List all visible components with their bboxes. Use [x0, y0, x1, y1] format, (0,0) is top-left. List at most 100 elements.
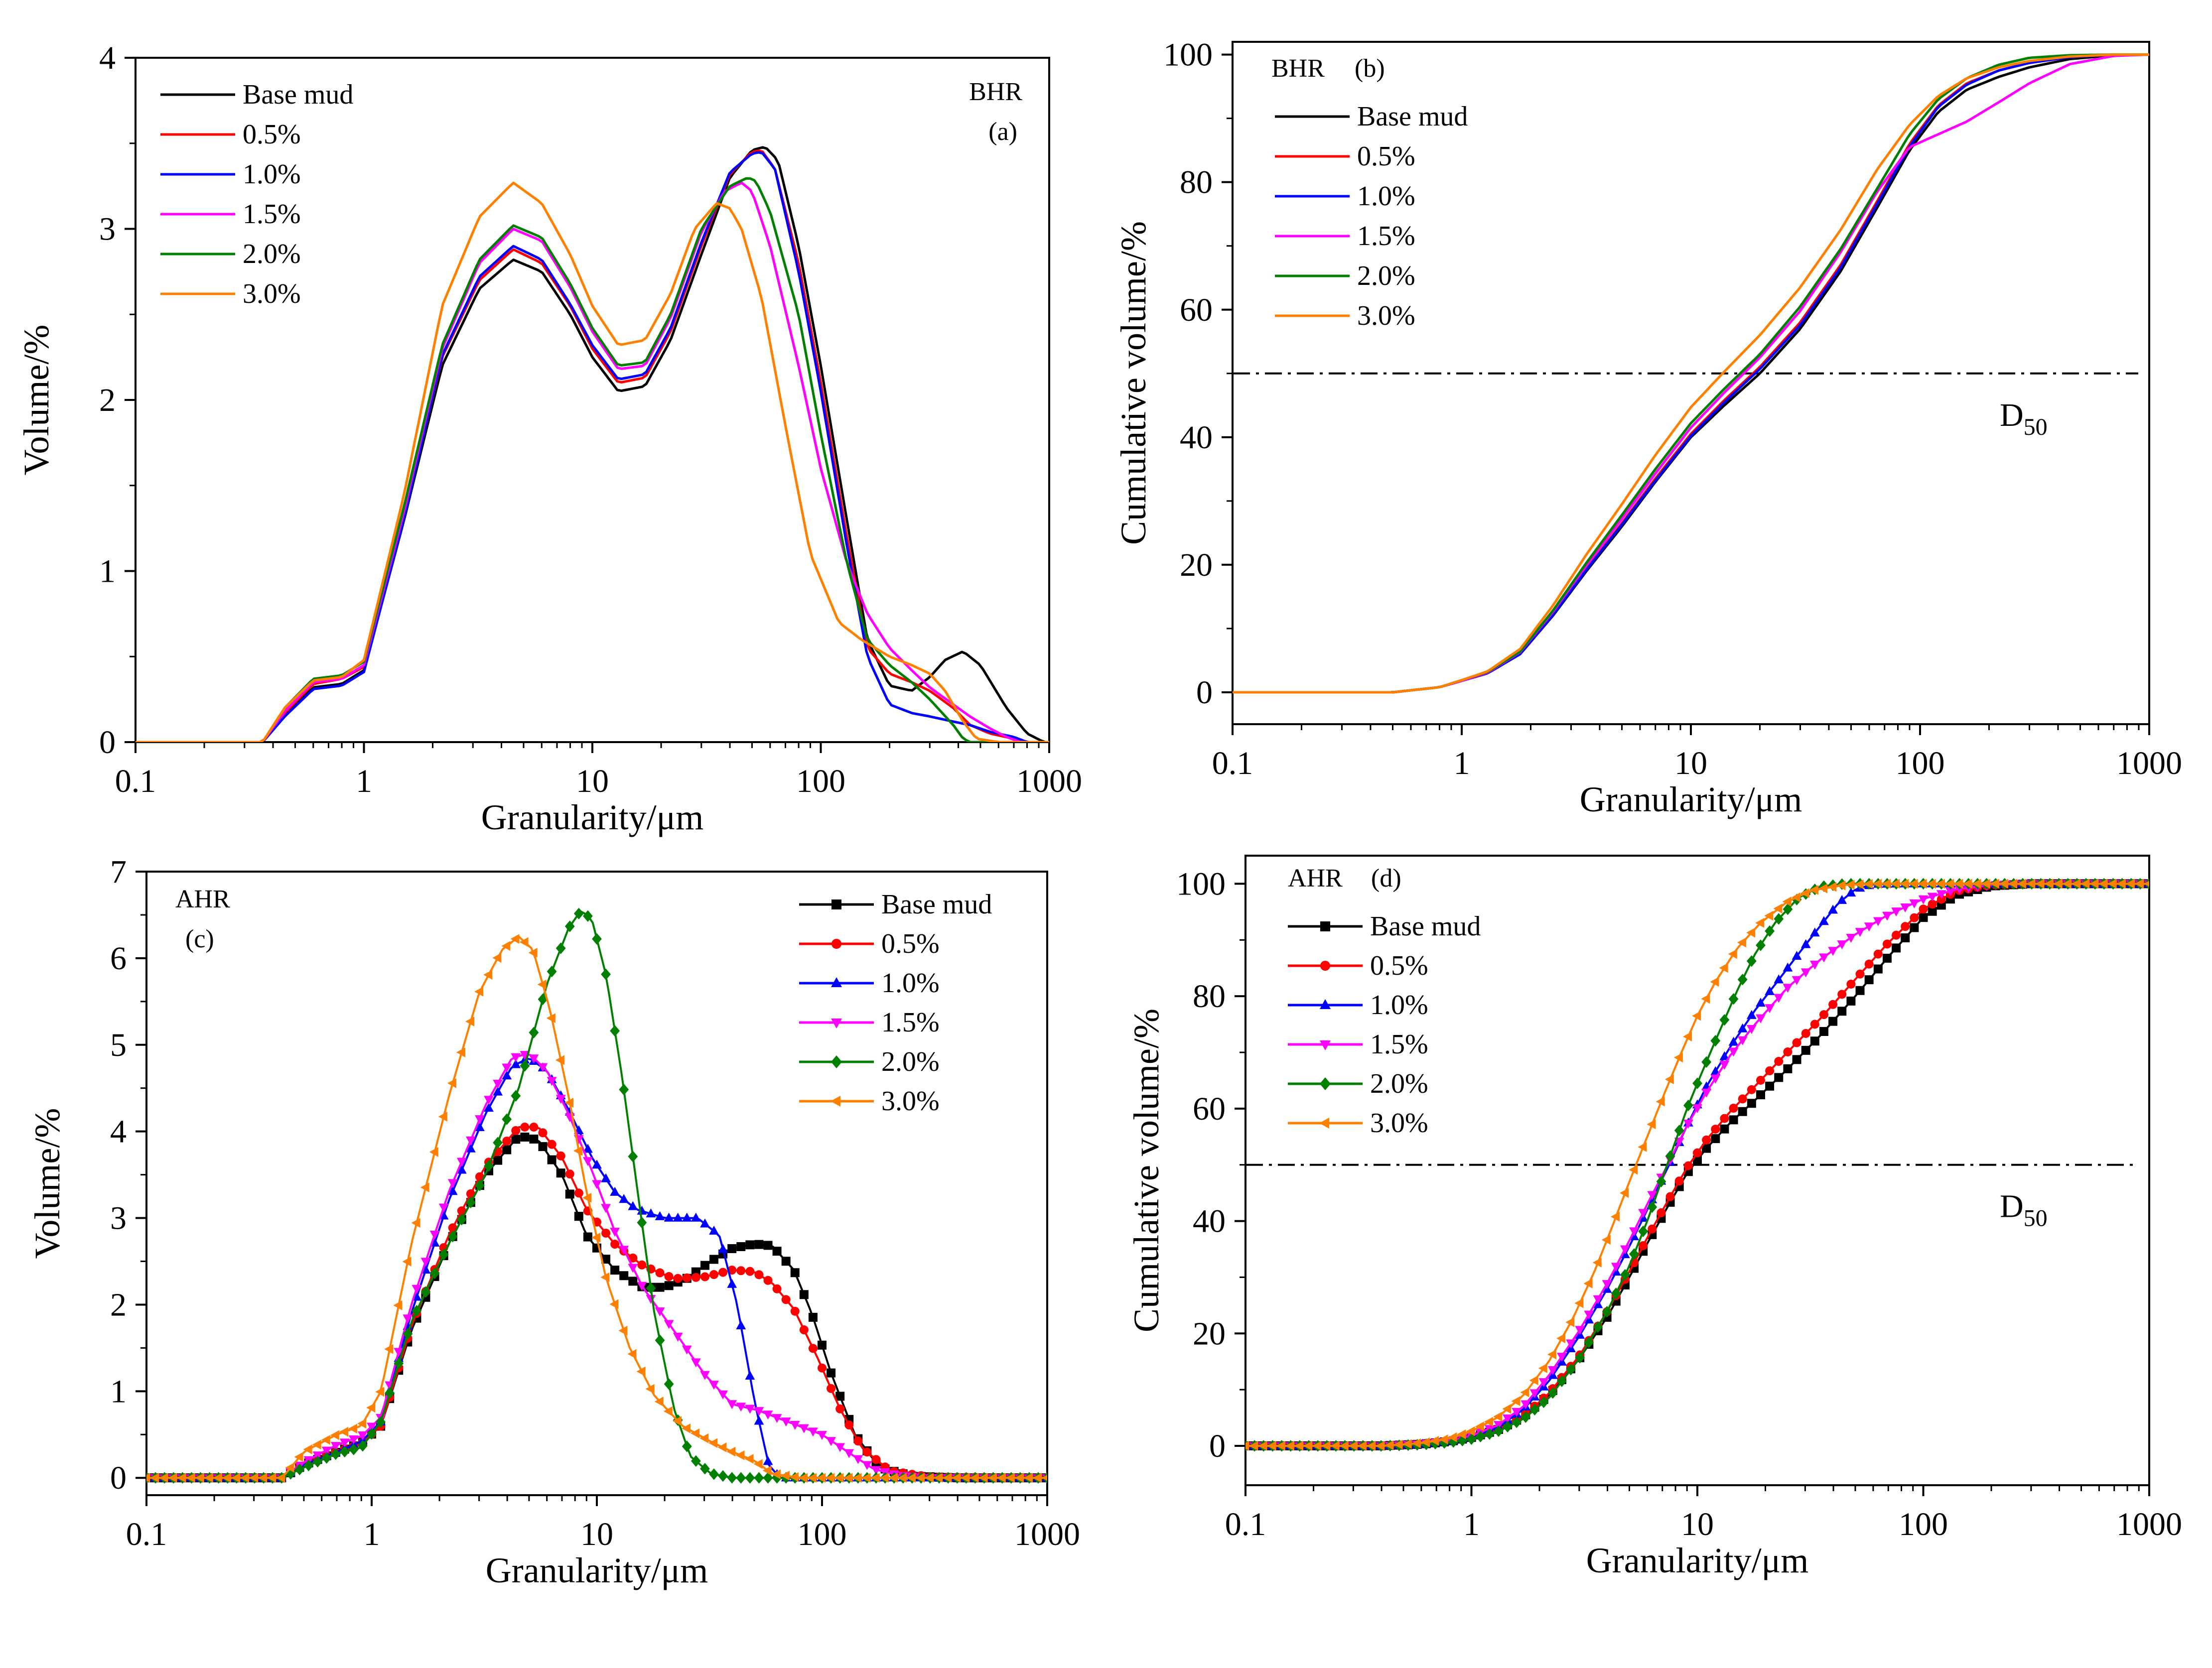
panel-c-marker-1-0pct: [718, 1244, 728, 1253]
panel-c-marker-1-0pct: [502, 1070, 512, 1080]
panel-d-marker-1-5pct: [1800, 968, 1811, 978]
panel-c-marker-1-0pct: [637, 1205, 647, 1215]
panel-c-marker-2-0pct: [294, 1463, 305, 1476]
panel-c-marker-2-0pct: [520, 1060, 530, 1072]
panel-c-marker-0-5pct: [799, 1325, 809, 1335]
panel-c-marker-0-5pct: [529, 1122, 539, 1132]
panel-d-marker-base-mud: [1774, 1073, 1784, 1082]
panel-c-marker-3-0pct: [672, 1416, 682, 1426]
panel-d-marker-1-5pct: [1837, 940, 1847, 950]
panel-d-marker-1-5pct: [1557, 1353, 1567, 1362]
panel-c-marker-3-0pct: [195, 1473, 204, 1483]
panel-c-marker-3-0pct: [429, 1147, 438, 1157]
panel-c-marker-3-0pct: [888, 1473, 898, 1483]
panel-a-series-base-mud: [136, 146, 1049, 742]
panel-c-marker-3-0pct: [483, 970, 493, 980]
panel-c-x-axis-title: Granularity/μm: [486, 1550, 708, 1590]
panel-c-marker-1-0pct: [763, 1456, 773, 1465]
panel-c-marker-2-0pct: [573, 907, 584, 919]
panel-d-marker-1-5pct: [1503, 1414, 1513, 1424]
panel-a-legend-label-1-5pct: 1.5%: [243, 199, 301, 230]
panel-d-marker-1-5pct: [1792, 976, 1802, 985]
panel-c-marker-2-0pct: [664, 1378, 674, 1390]
panel-d-marker-1-5pct: [1593, 1295, 1603, 1304]
panel-a-legend: Base mud 0.5% 1.0% 1.5% 2.0% 3.0%: [160, 79, 353, 309]
panel-c-marker-2-0pct: [583, 910, 593, 922]
panel-c-marker-1-5pct: [826, 1437, 836, 1446]
panel-d-marker-2-0pct: [1512, 1416, 1522, 1428]
panel-c-marker-2-0pct: [763, 1472, 773, 1484]
panel-c-marker-base-mud: [538, 1142, 548, 1152]
panel-d-y-tick-label: 20: [1193, 1315, 1226, 1352]
panel-d-marker-3-0pct: [1827, 882, 1837, 892]
panel-d-marker-1-0pct: [1756, 998, 1766, 1007]
panel-d-y-tick-label: 40: [1193, 1203, 1226, 1240]
panel-d-marker-0-5pct: [1702, 1135, 1711, 1145]
panel-d-marker-3-0pct: [2098, 879, 2108, 889]
panel-d-x-tick-label: 10: [1681, 1506, 1714, 1542]
panel-c-marker-base-mud: [664, 1281, 674, 1290]
panel-c-marker-1-5pct: [790, 1420, 800, 1430]
panel-c-marker-1-5pct: [808, 1427, 818, 1437]
panel-c-marker-1-0pct: [736, 1320, 746, 1329]
panel-c-series-line-1-0pct: [146, 1057, 1047, 1479]
panel-b-y-tick-label: 80: [1180, 164, 1213, 201]
panel-d-marker-3-0pct: [1439, 1434, 1448, 1444]
panel-d-marker-base-mud: [1901, 933, 1910, 942]
panel-c-marker-3-0pct: [321, 1435, 330, 1445]
panel-d-marker-3-0pct: [1728, 949, 1737, 959]
panel-c-marker-1-5pct: [438, 1203, 449, 1213]
panel-d-marker-3-0pct: [1764, 910, 1774, 921]
panel-c-marker-3-0pct: [474, 987, 484, 997]
panel-d-marker-3-0pct: [1845, 880, 1855, 890]
panel-d-d50-label: D50: [2000, 1188, 2048, 1232]
panel-c-marker-0-5pct: [835, 1404, 845, 1413]
panel-d-marker-1-5pct: [1710, 1074, 1721, 1084]
panel-a-series-1-0pct: [136, 151, 1049, 742]
panel-d-marker-3-0pct: [1411, 1438, 1421, 1448]
panel-d-marker-2-0pct: [1521, 1411, 1531, 1423]
panel-d-marker-3-0pct: [1954, 879, 1963, 889]
panel-b-y-axis-title: Cumulative volume/%: [1113, 221, 1153, 545]
panel-d-marker-1-5pct: [1566, 1339, 1576, 1349]
panel-c-marker-3-0pct: [150, 1473, 159, 1483]
panel-c-marker-1-5pct: [348, 1435, 359, 1445]
panel-d-marker-1-5pct: [1765, 1004, 1775, 1014]
panel-a-y-axis-title: Volume/%: [16, 325, 56, 476]
panel-d-marker-2-0pct: [1475, 1430, 1486, 1443]
panel-d-marker-base-mud: [1882, 953, 1892, 963]
panel-d-marker-1-0pct: [1837, 895, 1847, 904]
panel-d-marker-3-0pct: [2125, 879, 2135, 889]
panel-d-marker-base-mud: [1910, 923, 1919, 932]
panel-d-marker-1-5pct: [1611, 1263, 1621, 1272]
panel-d-marker-3-0pct: [1601, 1235, 1611, 1245]
panel-d-marker-1-5pct: [1918, 895, 1929, 904]
panel-d-marker-3-0pct: [1927, 879, 1936, 889]
panel-c-marker-base-mud: [727, 1244, 737, 1253]
panel-d-marker-base-mud: [1864, 975, 1874, 985]
panel-c-marker-0-5pct: [610, 1240, 620, 1249]
panel-d-marker-0-5pct: [1828, 1000, 1838, 1009]
panel-c-marker-3-0pct: [934, 1473, 943, 1483]
panel-d-marker-0-5pct: [1648, 1224, 1657, 1234]
panel-d-marker-0-5pct: [1765, 1066, 1775, 1075]
panel-c-legend-marker-0-5pct: [831, 939, 841, 949]
panel-c-marker-3-0pct: [420, 1182, 429, 1193]
panel-a-y-tick-label: 4: [99, 40, 116, 76]
panel-c-marker-0-5pct: [763, 1276, 773, 1285]
panel-c-letter: (c): [185, 925, 214, 953]
panel-c-x-tick-label: 1: [364, 1516, 380, 1552]
panel-d-marker-3-0pct: [1348, 1441, 1358, 1451]
panel-d-marker-0-5pct: [1774, 1057, 1784, 1066]
panel-d-marker-0-5pct: [1711, 1125, 1720, 1134]
panel-d-marker-1-5pct: [1855, 928, 1865, 937]
panel-d-marker-3-0pct: [1746, 927, 1756, 938]
panel-d-marker-3-0pct: [1529, 1375, 1538, 1386]
panel-d-y-tick-label: 80: [1193, 978, 1226, 1015]
panel-c-marker-0-5pct: [448, 1223, 457, 1233]
panel-b-series-line-3-0pct: [1233, 53, 2149, 694]
panel-d-marker-3-0pct: [1610, 1211, 1620, 1222]
panel-c-marker-1-5pct: [502, 1063, 512, 1073]
panel-c-y-tick-label: 4: [110, 1114, 127, 1150]
panel-d-marker-1-0pct: [1819, 916, 1829, 925]
